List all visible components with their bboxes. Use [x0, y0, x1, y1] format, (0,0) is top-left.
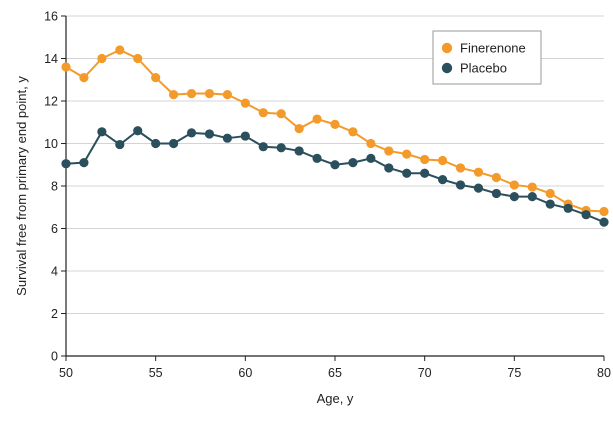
data-point-finerenone [420, 154, 430, 165]
y-tick-label: 2 [51, 307, 58, 321]
data-point-placebo [455, 180, 466, 190]
data-point-finerenone [366, 138, 376, 149]
data-point-placebo [240, 131, 250, 141]
data-point-finerenone [79, 73, 89, 83]
y-tick-label: 16 [44, 10, 58, 24]
data-point-finerenone [276, 109, 286, 119]
data-point-placebo [366, 153, 376, 163]
data-point-placebo [473, 183, 484, 193]
y-tick-label: 14 [44, 52, 58, 66]
data-point-placebo [294, 146, 304, 156]
data-point-finerenone [186, 88, 197, 99]
legend-marker-placebo [441, 62, 453, 74]
data-point-placebo [204, 129, 215, 139]
data-point-placebo [438, 175, 448, 185]
data-point-finerenone [527, 182, 537, 192]
x-tick-label: 75 [507, 366, 521, 380]
legend-marker-finerenone [441, 42, 453, 54]
data-point-finerenone [294, 124, 304, 134]
data-point-finerenone [115, 45, 125, 55]
x-tick-label: 80 [597, 366, 611, 380]
data-point-placebo [527, 192, 537, 202]
data-point-finerenone [258, 108, 268, 118]
data-point-finerenone [348, 127, 358, 137]
data-point-finerenone [151, 73, 161, 83]
data-point-finerenone [204, 88, 215, 99]
legend-box [432, 30, 542, 85]
data-point-finerenone [169, 90, 179, 100]
y-tick-label: 0 [51, 350, 58, 364]
data-point-finerenone [491, 172, 501, 183]
y-tick-label: 8 [51, 180, 58, 194]
data-point-placebo [97, 127, 107, 137]
data-point-placebo [420, 168, 430, 178]
data-point-finerenone [438, 155, 448, 166]
data-point-finerenone [473, 167, 484, 177]
data-point-finerenone [599, 206, 609, 217]
data-point-placebo [348, 158, 358, 168]
y-tick-label: 12 [44, 95, 58, 109]
data-point-placebo [402, 168, 412, 178]
data-point-finerenone [384, 146, 394, 156]
data-point-finerenone [330, 119, 340, 129]
data-point-finerenone [222, 90, 232, 100]
y-tick-label: 4 [51, 265, 58, 279]
data-point-placebo [599, 217, 609, 227]
data-point-placebo [186, 128, 197, 138]
data-point-placebo [222, 133, 232, 143]
data-point-finerenone [455, 163, 466, 173]
data-point-placebo [151, 138, 161, 149]
y-tick-label: 6 [51, 222, 58, 236]
legend-label-placebo: Placebo [460, 61, 507, 76]
data-point-placebo [384, 163, 394, 173]
data-point-placebo [115, 139, 125, 150]
x-tick-label: 50 [59, 366, 73, 380]
legend-label-finerenone: Finerenone [460, 41, 526, 56]
series [61, 45, 609, 227]
legend: Finerenone Placebo [432, 30, 542, 85]
data-point-placebo [276, 143, 286, 153]
data-point-placebo [79, 158, 89, 168]
series-placebo [61, 126, 609, 227]
y-tick-label: 10 [44, 137, 58, 151]
data-point-placebo [509, 192, 519, 202]
data-point-finerenone [545, 188, 555, 199]
data-point-placebo [61, 159, 71, 169]
data-point-placebo [133, 126, 143, 136]
x-tick-label: 55 [149, 366, 163, 380]
data-point-finerenone [61, 62, 71, 72]
data-point-finerenone [97, 53, 107, 64]
series-line-placebo [65, 129, 605, 224]
data-point-finerenone [402, 149, 412, 159]
x-tick-label: 70 [418, 366, 432, 380]
data-point-placebo [545, 199, 555, 209]
data-point-placebo [491, 188, 501, 199]
x-tick-label: 65 [328, 366, 342, 380]
data-point-placebo [169, 138, 179, 149]
data-point-placebo [258, 142, 268, 152]
tick-labels: 0 2 4 6 8 10 12 14 16 50 55 60 65 70 75 80 [44, 10, 611, 381]
data-point-finerenone [509, 180, 519, 190]
axes [61, 15, 605, 361]
data-point-placebo [581, 210, 591, 220]
x-tick-label: 60 [238, 366, 252, 380]
data-point-placebo [330, 160, 340, 170]
data-point-placebo [312, 153, 322, 163]
data-point-finerenone [312, 114, 322, 124]
y-axis-title: Survival free from primary end point, y [14, 76, 29, 296]
data-point-placebo [563, 203, 573, 213]
data-point-finerenone [133, 53, 143, 64]
x-axis-title: Age, y [317, 391, 354, 406]
data-point-finerenone [240, 98, 250, 108]
